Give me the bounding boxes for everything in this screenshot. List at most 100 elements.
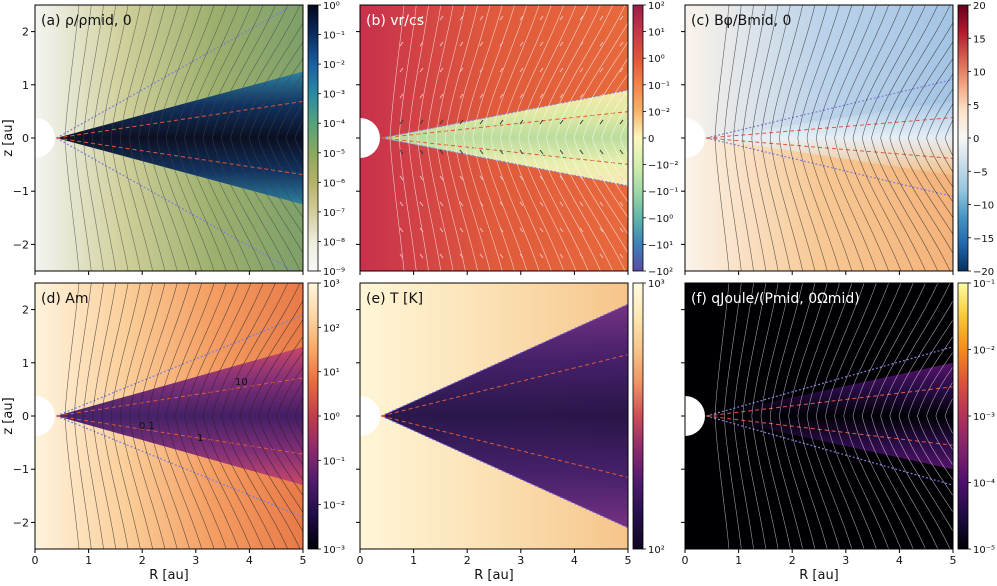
velocity-arrow [499, 15, 504, 21]
field-line [398, 137, 417, 271]
field-line [889, 21, 953, 139]
y-tick-label: −2 [13, 238, 29, 251]
field-line [751, 283, 779, 417]
field-line [573, 137, 628, 235]
contour-label: 10 [235, 377, 248, 388]
field-line [889, 137, 953, 255]
field-line [889, 415, 953, 533]
panel-title: (f) qJoule/(Pmid, 0Ωmid) [691, 291, 860, 307]
x-tick-label: 2 [139, 554, 146, 567]
field-line [769, 5, 803, 139]
star-cutout [360, 396, 380, 436]
colorbar-tick-label: 10⁻³ [323, 90, 345, 101]
field-line [926, 88, 953, 139]
colorbar [957, 282, 969, 550]
field-line [601, 137, 628, 188]
velocity-arrow [499, 41, 504, 47]
colorbar-tick-label: 10⁰ [323, 1, 340, 12]
x-tick-label: 2 [789, 554, 796, 567]
field-line [536, 5, 601, 139]
velocity-arrow [479, 93, 484, 99]
field-line [601, 88, 628, 139]
velocity-arrow [539, 253, 544, 259]
field-line [165, 283, 215, 417]
field-line [129, 283, 166, 417]
field-line [248, 415, 303, 513]
velocity-arrow [559, 93, 564, 99]
panel-title: (e) T [K] [366, 291, 423, 307]
field-line [257, 415, 303, 497]
field-line [211, 283, 276, 417]
velocity-arrow [579, 41, 584, 47]
x-tick-label: 4 [571, 554, 578, 567]
field-line [193, 5, 252, 139]
field-line [825, 415, 877, 549]
velocity-arrow [499, 67, 504, 73]
field-line [546, 137, 614, 271]
field-line [815, 5, 865, 139]
field-line [490, 5, 540, 139]
field-line [248, 137, 303, 235]
velocity-arrow [559, 67, 564, 73]
field-line [444, 137, 478, 271]
velocity-arrow [439, 175, 444, 181]
midplane-line [381, 111, 628, 139]
field-line [564, 137, 628, 255]
y-tick-label: 2 [22, 26, 29, 39]
field-line [101, 415, 129, 549]
velocity-arrow [459, 201, 464, 207]
velocity-arrow [619, 201, 624, 207]
velocity-arrow [419, 119, 424, 125]
field-line [92, 283, 117, 417]
colorbar-tick-label: 10⁻¹ [973, 279, 995, 290]
x-tick-label: 0 [682, 554, 689, 567]
field-line [592, 137, 628, 203]
velocity-arrow [579, 93, 584, 99]
field-line [733, 415, 754, 549]
colorbar-tick-label: 10³ [648, 279, 665, 290]
field-line [294, 397, 303, 417]
y-tick-label: 0 [22, 132, 29, 145]
velocity-arrow [459, 119, 464, 125]
panel-a: (a) ρ/ρmid, 0 2 1 0 −1 −2 z [au] 10⁰ 10⁻¹ 10⁻² 10⁻… [1, 1, 345, 278]
field-line [147, 283, 190, 417]
velocity-arrow [539, 227, 544, 233]
field-line [417, 137, 442, 271]
field-line [257, 137, 303, 219]
field-line [880, 283, 951, 417]
field-line [907, 137, 953, 219]
field-line [92, 5, 117, 139]
field-line [239, 299, 303, 417]
field-line [294, 415, 303, 435]
velocity-arrow [599, 175, 604, 181]
velocity-arrow [399, 67, 404, 73]
field-line [760, 415, 791, 549]
field-line [193, 283, 252, 417]
field-line [64, 5, 80, 139]
velocity-arrow [519, 227, 524, 233]
velocity-arrow [439, 227, 444, 233]
field-line [230, 5, 301, 139]
field-line [165, 415, 215, 549]
boundary-line [706, 415, 953, 486]
field-line [147, 5, 190, 139]
field-line [852, 283, 914, 417]
velocity-arrow [479, 175, 484, 181]
field-line [64, 137, 80, 271]
colorbar [957, 4, 969, 272]
field-line [797, 137, 840, 271]
field-line [64, 415, 80, 549]
field-line [843, 5, 902, 139]
velocity-arrow [479, 119, 484, 125]
panel-title: (d) Am [41, 291, 88, 307]
x-tick-label: 4 [246, 554, 253, 567]
velocity-arrow [599, 149, 604, 155]
colorbar-tick-label: 10⁻¹ [323, 456, 345, 467]
field-line [481, 5, 528, 139]
contour-label: 0.1 [139, 421, 155, 432]
field-line [619, 137, 628, 157]
field-line [101, 5, 129, 139]
field-line [880, 415, 951, 549]
midplane-line [381, 137, 628, 165]
velocity-arrow [619, 175, 624, 181]
